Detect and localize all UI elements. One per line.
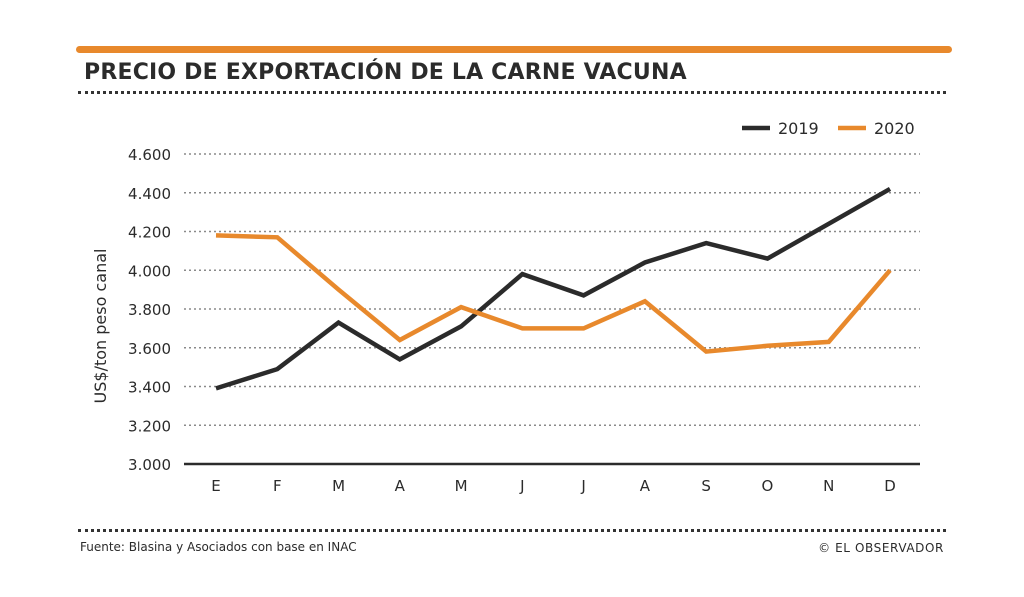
y-tick-label: 4.400: [128, 185, 171, 203]
legend-label-2020: 2020: [874, 119, 915, 138]
x-tick-label: N: [823, 477, 834, 495]
x-tick-label: D: [884, 477, 896, 495]
header-divider: [78, 91, 946, 94]
y-tick-label: 3.800: [128, 301, 171, 319]
y-tick-label: 4.600: [128, 146, 171, 164]
x-tick-label: J: [519, 477, 524, 495]
x-tick-label: J: [580, 477, 585, 495]
credit-label: © EL OBSERVADOR: [818, 541, 944, 555]
x-tick-label: M: [455, 477, 468, 495]
chart-title: PRECIO DE EXPORTACIÓN DE LA CARNE VACUNA: [84, 60, 687, 85]
x-tick-label: A: [640, 477, 651, 495]
x-tick-label: M: [332, 477, 345, 495]
y-tick-label: 3.600: [128, 340, 171, 358]
x-tick-label: E: [211, 477, 220, 495]
series-line-2020: [215, 233, 892, 354]
source-note: Fuente: Blasina y Asociados con base en …: [80, 540, 357, 554]
footer-divider: [78, 529, 946, 532]
y-axis-title: US$/ton peso canal: [91, 249, 110, 404]
y-tick-label: 4.000: [128, 262, 171, 280]
y-tick-label: 3.200: [128, 417, 171, 435]
y-tick-label: 4.200: [128, 224, 171, 242]
legend-label-2019: 2019: [778, 119, 819, 138]
y-tick-label: 3.400: [128, 379, 171, 397]
x-tick-label: O: [762, 477, 774, 495]
x-tick-label: F: [273, 477, 282, 495]
x-tick-label: A: [395, 477, 406, 495]
series-line-2019: [215, 186, 892, 391]
x-tick-label: S: [701, 477, 711, 495]
y-tick-label: 3.000: [128, 456, 171, 474]
top-accent-bar: [76, 46, 952, 53]
